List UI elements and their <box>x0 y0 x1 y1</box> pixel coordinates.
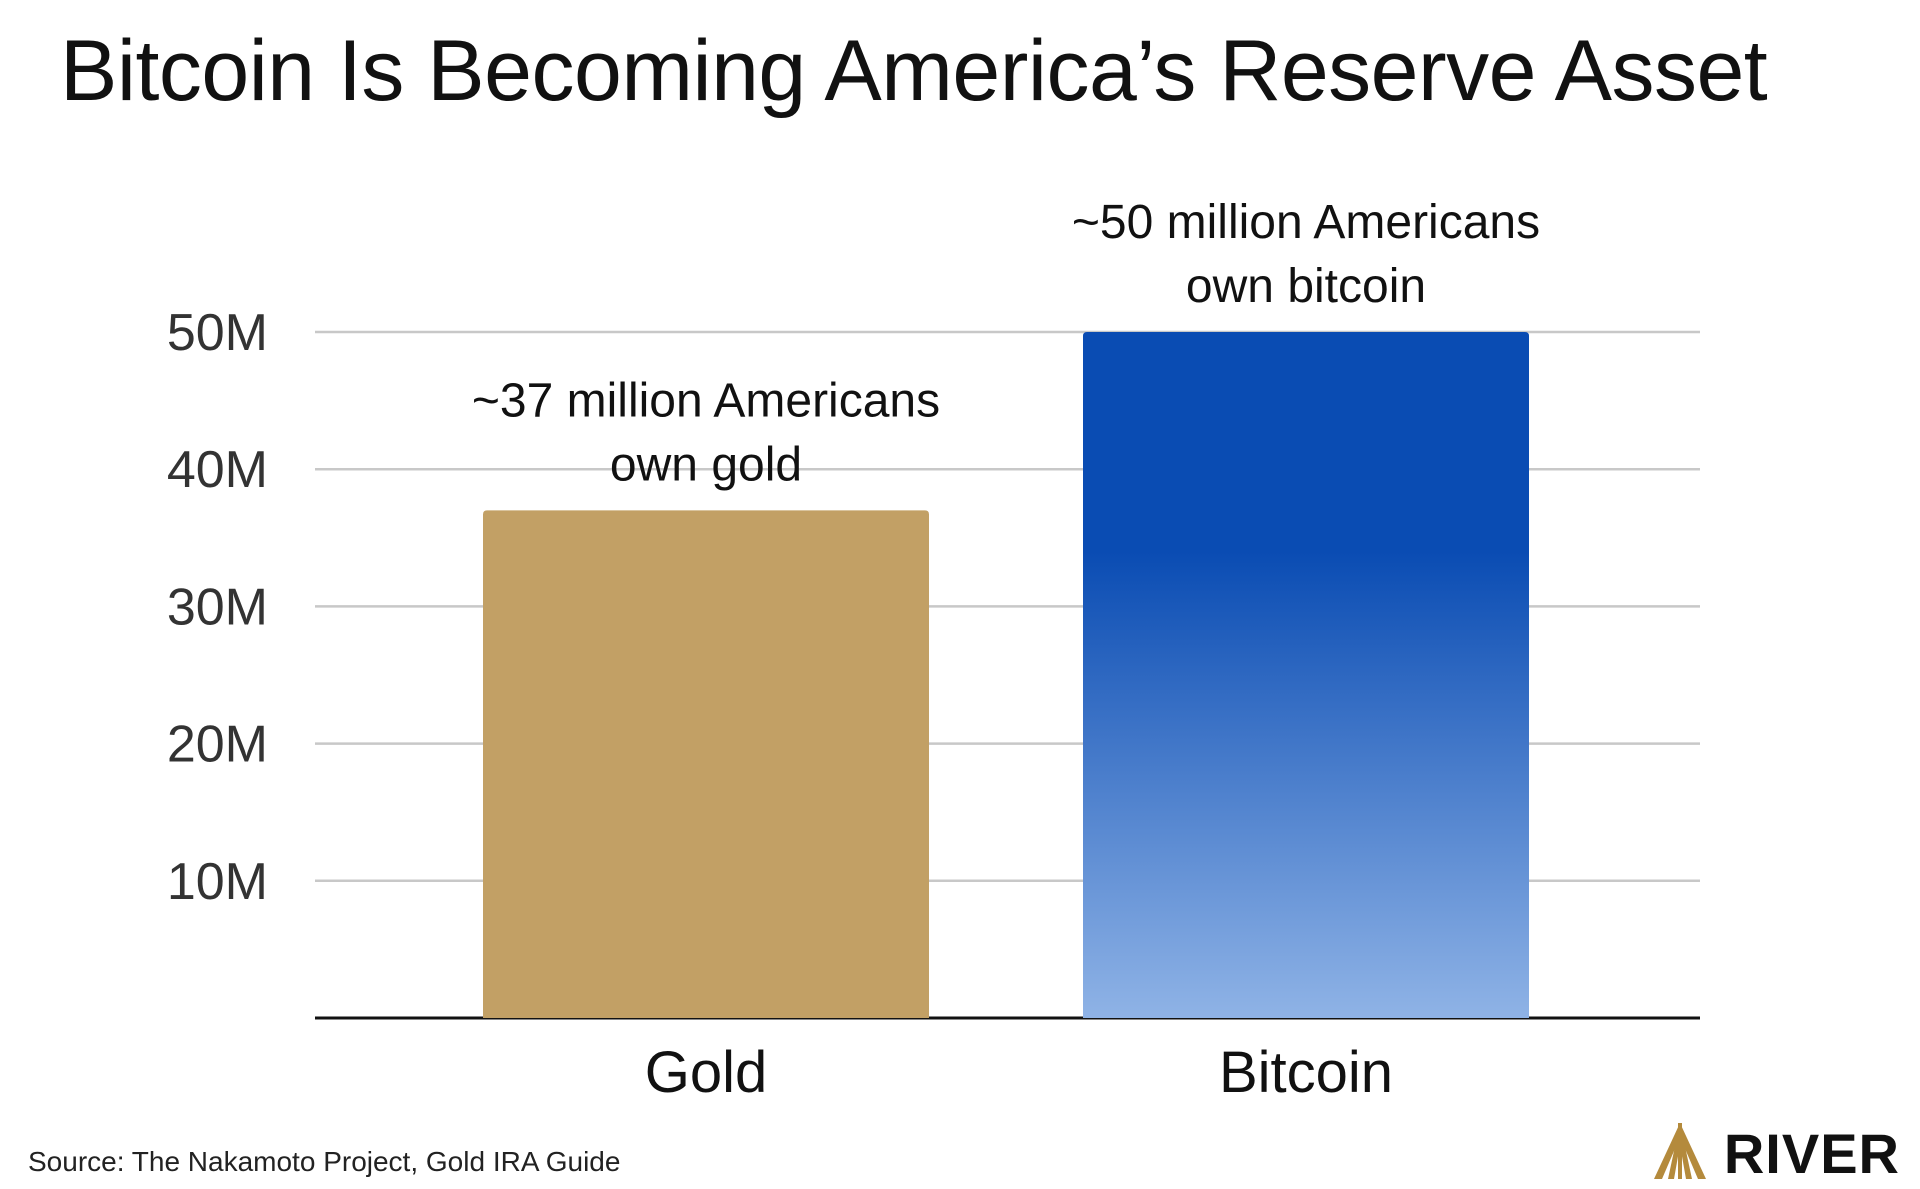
brand-name: RIVER <box>1723 1121 1900 1185</box>
data-label-bitcoin: own bitcoin <box>1186 260 1426 313</box>
data-label-gold: own gold <box>610 438 802 491</box>
x-tick-label-gold: Gold <box>645 1040 768 1105</box>
y-tick-label: 30M <box>167 578 268 636</box>
source-note: Source: The Nakamoto Project, Gold IRA G… <box>28 1146 621 1177</box>
x-tick-label-bitcoin: Bitcoin <box>1219 1040 1393 1105</box>
chart-title: Bitcoin Is Becoming America’s Reserve As… <box>60 23 1768 119</box>
data-label-bitcoin: ~50 million Americans <box>1072 196 1540 249</box>
y-tick-label: 40M <box>167 441 268 499</box>
y-tick-label: 50M <box>167 304 268 362</box>
y-tick-label: 10M <box>167 853 268 911</box>
data-label-gold: ~37 million Americans <box>472 374 940 427</box>
bar-bitcoin <box>1083 332 1529 1018</box>
bar-gold <box>483 510 929 1018</box>
y-tick-label: 20M <box>167 716 268 774</box>
river-logo-icon <box>1648 1119 1712 1188</box>
brand-logo: RIVER <box>1648 1120 1900 1186</box>
